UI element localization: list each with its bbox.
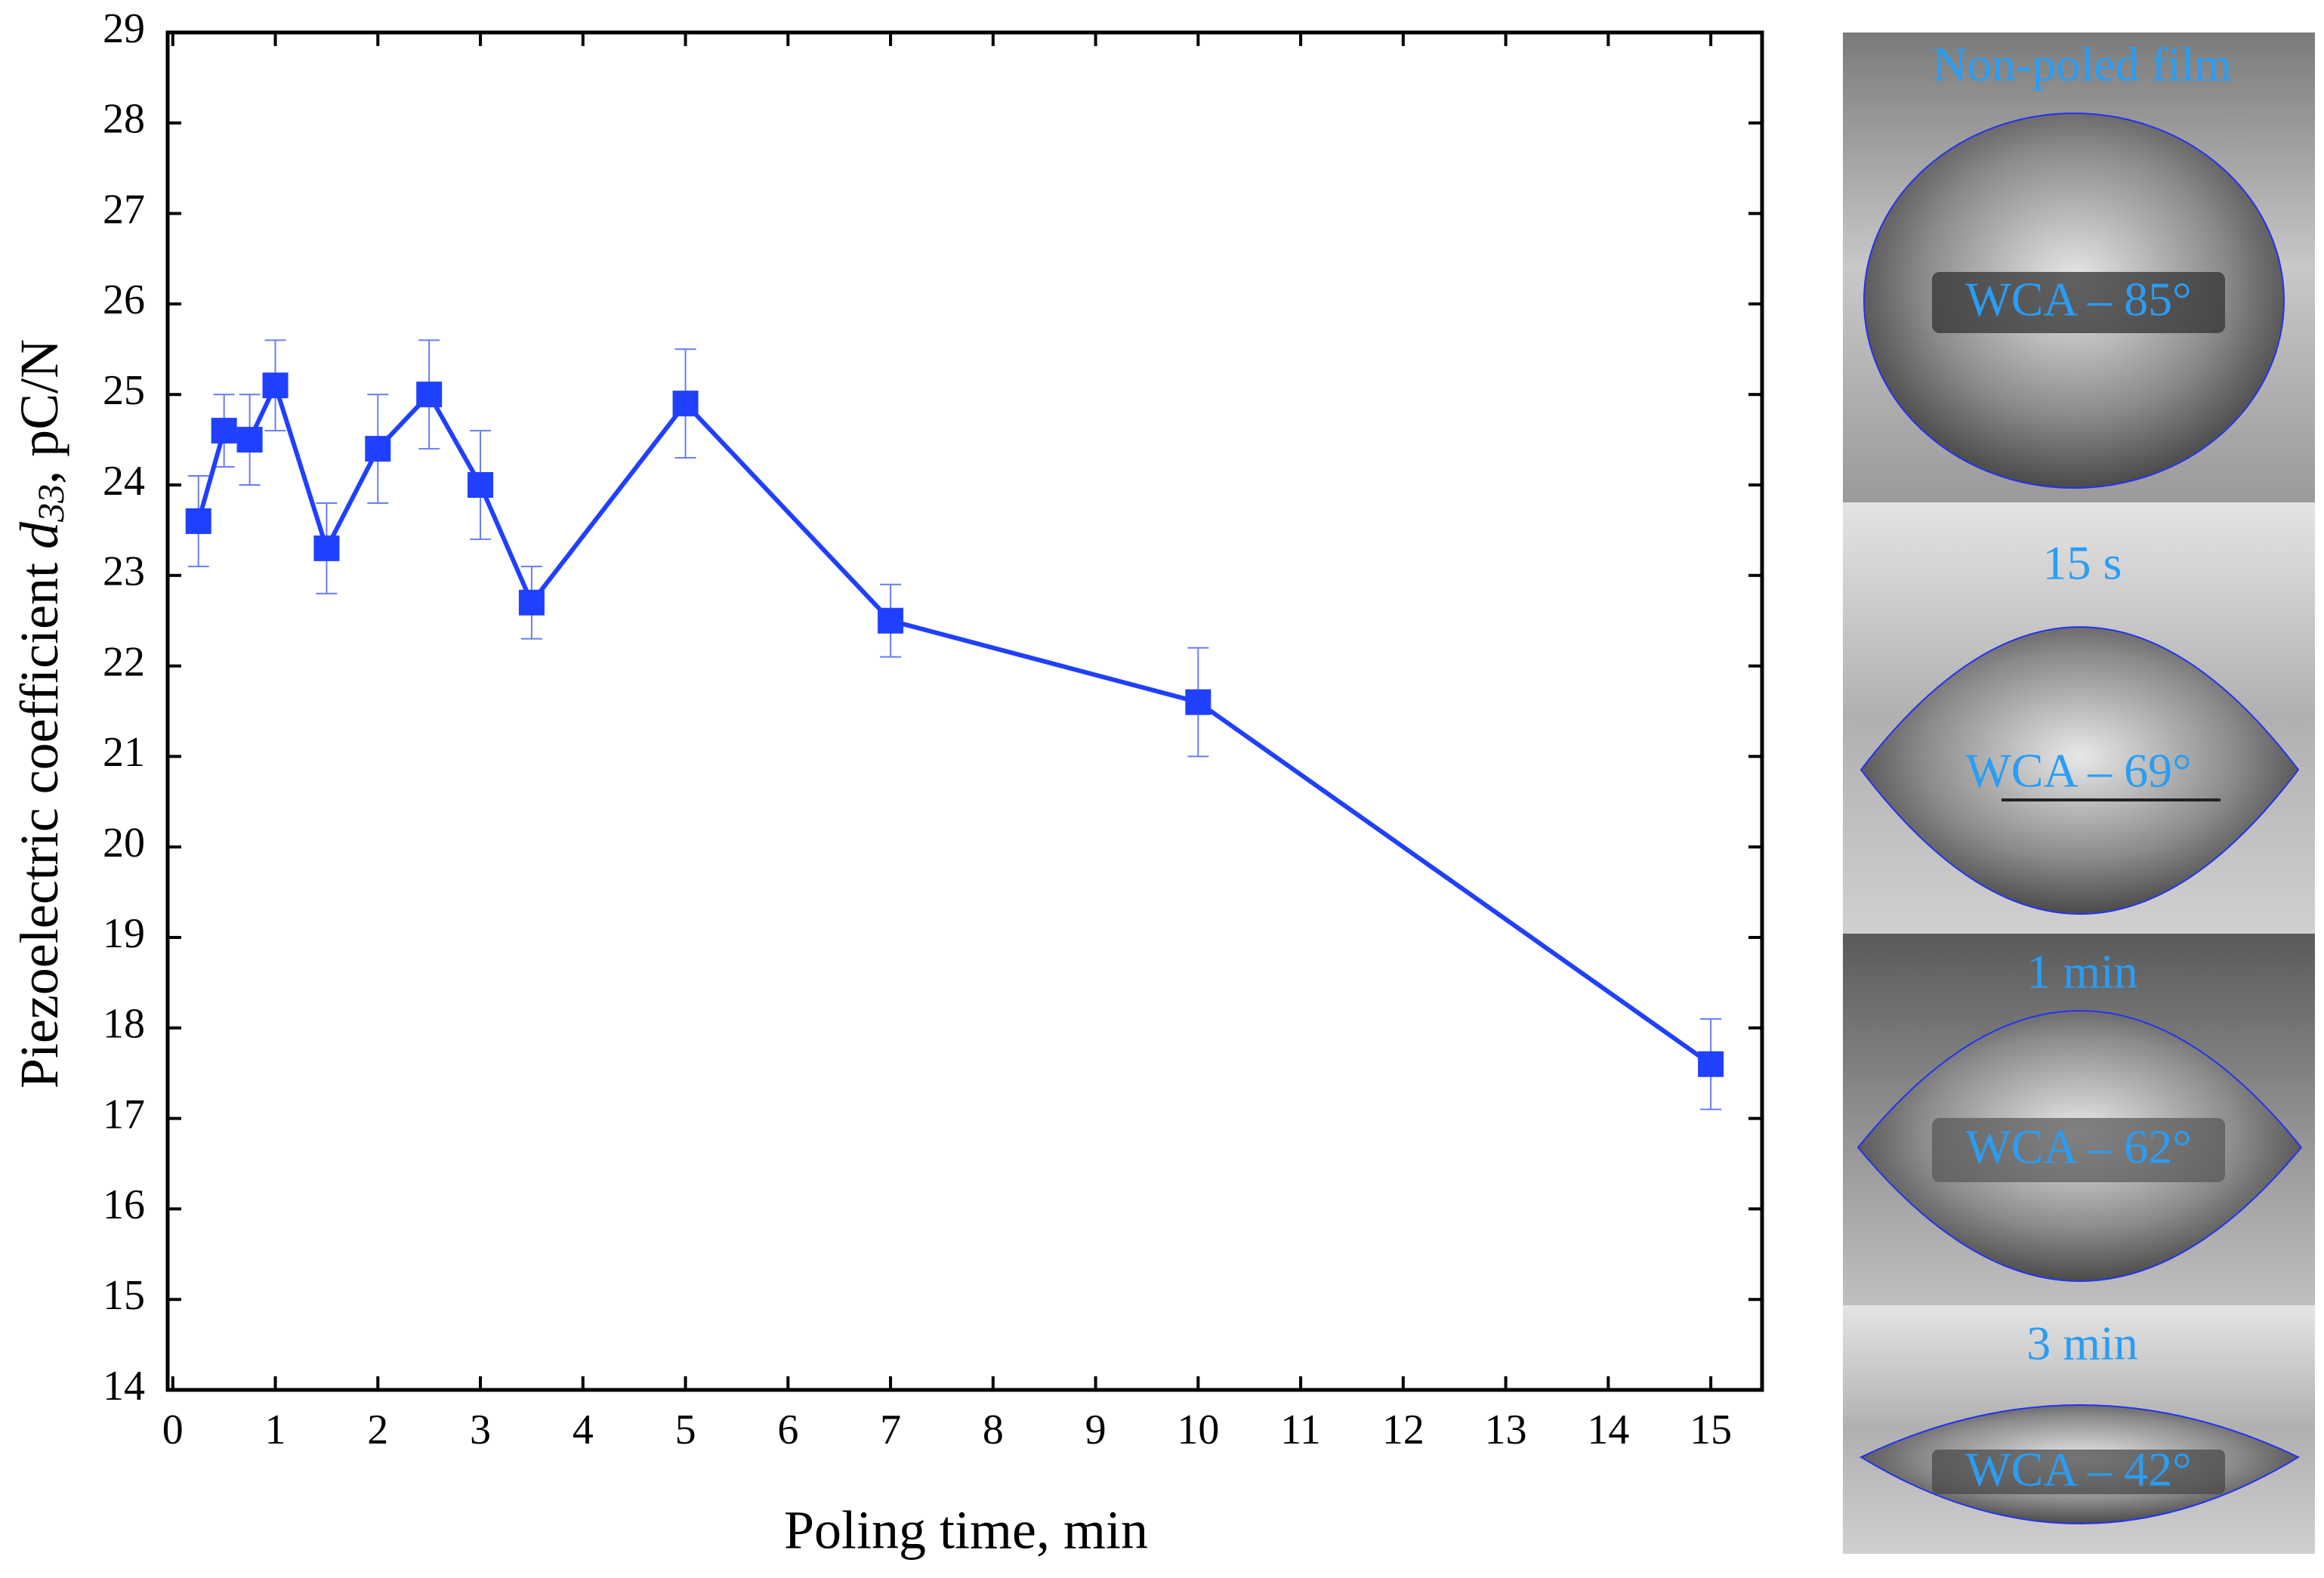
x-tick-label: 9 [1085,1407,1106,1453]
y-tick-label: 23 [103,548,145,595]
y-tick-label: 20 [103,820,145,866]
wca-label: WCA – 42° [1965,1443,2191,1496]
label-box [1932,1118,2225,1182]
data-line [196,383,1712,1067]
data-point [672,391,699,417]
label-box [1932,1450,2225,1494]
wca-label: WCA – 69° [1965,744,2191,798]
y-tick-label: 25 [103,367,145,414]
photo-panels: Non-poled film WCA – 85° 15 s WCA – 69° … [1843,32,2315,1554]
y-tick-label: 17 [103,1091,145,1138]
y-tick-label: 19 [103,910,145,957]
x-tick-label: 2 [367,1407,388,1453]
x-tick-label: 13 [1485,1407,1527,1453]
x-tick-label: 14 [1587,1407,1629,1453]
plot-frame [165,30,1764,1392]
y-label-subscript: 33 [29,484,72,523]
y-tick-label: 15 [103,1272,145,1319]
x-tick-label: 8 [983,1407,1004,1453]
data-point [468,472,494,498]
photo-title: 1 min [2026,945,2138,999]
x-tick-label: 10 [1177,1407,1219,1453]
x-tick-label: 7 [880,1407,901,1453]
x-axis-label: Poling time, min [784,1500,1148,1561]
data-point [236,427,263,453]
data-point [313,535,340,561]
y-label-symbol: d [9,521,69,549]
y-axis-label: Piezoelectric coefficient d33, pC/N [9,339,73,1089]
photo-title: 15 s [2043,536,2122,590]
data-point [416,381,443,408]
wca-label: WCA – 85° [1965,273,2191,326]
y-tick-label: 16 [103,1181,145,1228]
data-point [1185,689,1211,715]
data-point [211,418,237,444]
data-point [262,372,289,399]
y-label-unit: , pC/N [9,339,69,484]
data-point [1698,1051,1724,1077]
data-point [365,436,391,462]
y-tick-label: 14 [103,1363,145,1410]
y-tick-label: 18 [103,1001,145,1048]
x-tick-label: 1 [265,1407,286,1453]
y-tick-label: 27 [103,186,145,233]
x-tick-label: 3 [470,1407,491,1453]
x-tick-label: 6 [777,1407,798,1453]
y-tick-label: 28 [103,96,145,143]
data-point [878,607,904,634]
x-tick-label: 15 [1690,1407,1732,1453]
x-tick-label: 4 [573,1407,594,1453]
data-point [185,508,211,534]
photo-title: 3 min [2026,1317,2138,1370]
y-tick-label: 22 [103,638,145,685]
photo-title: Non-poled film [1933,38,2232,91]
data-point [518,589,545,616]
x-tick-label: 11 [1280,1407,1321,1453]
y-label-text: Piezoelectric coefficient [9,549,69,1089]
x-tick-label: 0 [162,1407,184,1453]
label-box [1932,272,2225,333]
y-tick-label: 29 [103,5,145,52]
x-tick-label: 5 [675,1407,696,1453]
droplet [1860,626,2300,915]
y-tick-label: 24 [103,458,145,505]
x-tick-label: 12 [1382,1407,1424,1453]
wca-label: WCA – 62° [1965,1120,2191,1174]
y-tick-label: 26 [103,276,145,323]
y-tick-label: 21 [103,729,145,776]
